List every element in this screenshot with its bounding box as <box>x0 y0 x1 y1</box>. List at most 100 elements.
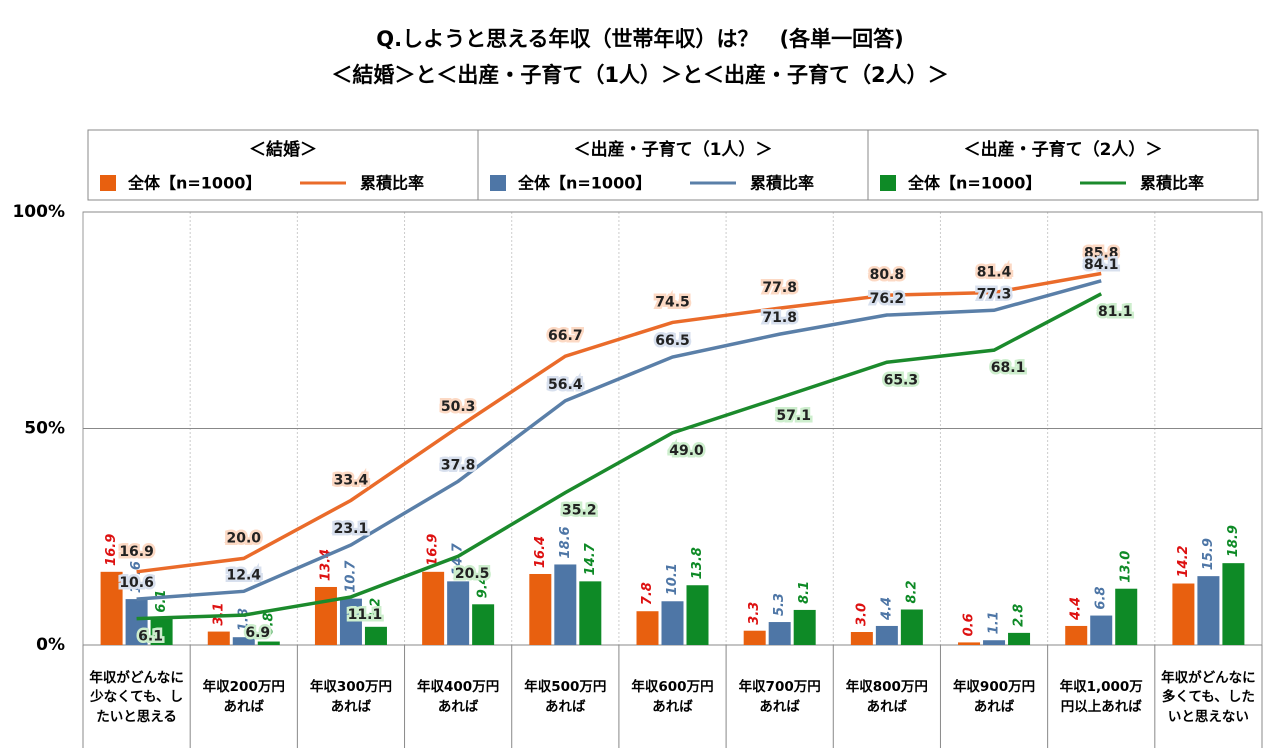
cumulative-line <box>136 271 1102 574</box>
line-value-label: 6.9 <box>245 625 270 641</box>
legend-swatch <box>880 175 896 191</box>
x-tick-label: 年収400万円あれば <box>417 679 500 715</box>
legend-label: 累積比率 <box>360 174 424 193</box>
legend-group-title: ＜結婚＞ <box>249 139 317 160</box>
bar-value-label: 16.9 <box>104 534 119 566</box>
chart-subtitle: ＜結婚＞と＜出産・子育て（1人）＞と＜出産・子育て（2人）＞ <box>331 63 948 87</box>
x-tick-label: 年収300万円あれば <box>309 679 393 715</box>
bar-value-label: 18.6 <box>558 526 573 558</box>
bar-value-label: 13.0 <box>1119 551 1134 583</box>
bar-value-label: 14.2 <box>1176 545 1191 577</box>
bar <box>232 637 255 645</box>
line-value-label: 35.2 <box>562 503 597 519</box>
bar <box>339 598 362 645</box>
line-value-label: 33.4 <box>334 472 369 488</box>
bar-value-label: 15.9 <box>1201 538 1216 570</box>
bar-value-label: 13.8 <box>690 547 705 579</box>
chart-title: Q.しようと思える年収（世帯年収）は？ (各単一回答) <box>376 27 903 51</box>
bar <box>472 604 495 645</box>
bar <box>875 625 898 645</box>
bar-value-label: 7.8 <box>640 582 655 605</box>
x-tick-label: 年収500万円あれば <box>524 679 607 715</box>
bar <box>364 626 387 645</box>
x-tick-label: 年収がどんなに多くても、したいと思えない <box>1161 669 1256 725</box>
line-value-label: 56.4 <box>548 377 583 393</box>
bar-value-label: 2.8 <box>1012 604 1027 627</box>
line-value-label: 84.1 <box>1084 257 1119 273</box>
bar <box>554 564 577 645</box>
x-tick-label: 年収がどんなに少なくても、したいと思える <box>89 669 184 725</box>
line-value-label: 66.5 <box>655 333 690 349</box>
line-value-label: 37.8 <box>441 457 476 473</box>
line-value-label: 80.8 <box>870 267 905 283</box>
x-tick-label: 年収600万円あれば <box>631 679 714 715</box>
cumulative-line <box>136 292 1103 621</box>
line-value-label: 20.0 <box>226 530 261 546</box>
bar <box>447 581 470 645</box>
bar-value-label: 4.2 <box>368 598 383 622</box>
y-tick-label: 0% <box>36 635 65 655</box>
bar <box>579 581 602 645</box>
legend-label: 全体【n=1000】 <box>127 174 261 193</box>
bar <box>768 622 791 645</box>
bar-value-label: 18.9 <box>1226 525 1241 557</box>
bar-value-label: 10.1 <box>665 563 680 595</box>
bar <box>1172 583 1195 645</box>
x-tick-label: 年収800万円あれば <box>845 679 928 715</box>
line-value-label: 74.5 <box>655 294 690 310</box>
line-value-label: 6.1 <box>138 629 163 645</box>
legend-label: 累積比率 <box>750 174 814 193</box>
bar <box>850 632 873 645</box>
legend-box <box>867 129 1259 201</box>
bar <box>150 618 173 645</box>
bar <box>125 599 148 645</box>
bar-value-label: 6.8 <box>1094 587 1109 610</box>
bar <box>958 642 981 645</box>
legend-group-title: ＜出産・子育て（1人）＞ <box>574 139 773 160</box>
bar-value-label: 10.7 <box>343 560 358 593</box>
legend-swatch <box>490 175 506 191</box>
bar-value-label: 3.3 <box>747 602 762 625</box>
legend-label: 累積比率 <box>1140 174 1204 193</box>
bar-value-label: 16.9 <box>426 534 441 566</box>
bar-value-label: 9.4 <box>476 575 491 598</box>
y-tick-label: 50% <box>24 419 65 439</box>
line-value-label: 20.5 <box>455 566 490 582</box>
bar <box>793 609 816 645</box>
line-value-label: 66.7 <box>548 328 583 344</box>
cumulative-line <box>136 279 1102 601</box>
line-value-label: 71.8 <box>762 310 797 326</box>
bar-value-label: 14.7 <box>583 542 598 575</box>
bar <box>900 609 923 645</box>
line-value-label: 49.0 <box>669 443 704 459</box>
y-tick-label: 100% <box>12 202 65 222</box>
legend-label: 全体【n=1000】 <box>907 174 1041 193</box>
line-value-label: 77.3 <box>977 286 1012 302</box>
bar <box>636 611 659 645</box>
bar <box>422 571 445 645</box>
line-value-label: 81.1 <box>1098 304 1133 320</box>
x-tick-label: 年収700万円あれば <box>738 679 821 715</box>
x-tick-label: 年収200万円あれば <box>202 679 285 715</box>
bar-value-label: 5.3 <box>772 593 787 616</box>
bar <box>257 641 280 645</box>
legend-box <box>87 129 479 201</box>
bar-value-label: 8.2 <box>904 580 919 603</box>
bar-value-label: 6.1 <box>154 590 169 613</box>
bar <box>314 586 337 645</box>
bar <box>661 601 684 645</box>
bar-value-label: 16.4 <box>533 536 548 568</box>
bar-value-label: 4.4 <box>879 597 894 621</box>
line-value-label: 57.1 <box>776 408 811 424</box>
line-value-label: 81.4 <box>977 265 1012 281</box>
line-value-label: 11.1 <box>348 607 383 623</box>
bar <box>207 631 230 645</box>
bar-value-label: 14.7 <box>451 542 466 575</box>
legend-swatch <box>100 175 116 191</box>
bar-value-label: 3.0 <box>854 603 869 626</box>
bar <box>529 573 552 645</box>
legend-box <box>477 129 869 201</box>
bar <box>743 630 766 645</box>
bar-value-label: 0.8 <box>261 613 276 636</box>
